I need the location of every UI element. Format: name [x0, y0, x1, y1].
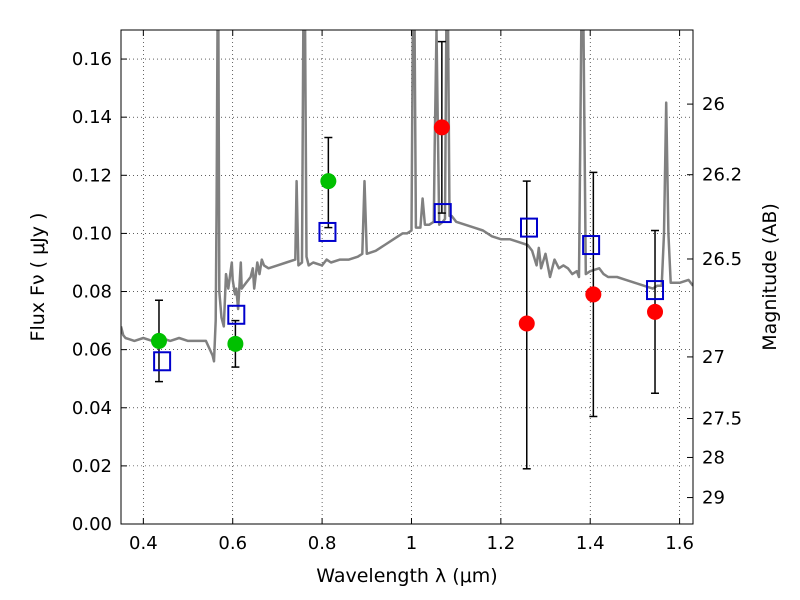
model-square — [227, 304, 246, 325]
y-tick-label: 0.08 — [72, 282, 112, 303]
y-tick-label: 0.02 — [72, 456, 112, 477]
y2-tick-label: 27 — [702, 347, 725, 368]
y-tick-label: 0.14 — [72, 107, 112, 128]
y-tick-label: 0.00 — [72, 514, 112, 535]
y-tick-label: 0.16 — [72, 49, 112, 70]
y-tick-label: 0.12 — [72, 165, 112, 186]
spectrum-layer — [121, 30, 693, 363]
x-tick-label: 0.8 — [308, 533, 337, 554]
y-axis-ticks: 0.00 0.02 0.04 0.06 0.08 0.10 0.12 0.14 0.16 — [72, 49, 127, 535]
y-tick-label: 0.04 — [72, 398, 112, 419]
y2-tick-label: 26 — [702, 94, 725, 115]
model-square — [519, 217, 538, 238]
y-tick-label: 0.10 — [72, 223, 112, 244]
data-point — [150, 332, 167, 349]
y2-tick-label: 26.2 — [702, 165, 742, 186]
y2-tick-label: 27.5 — [702, 409, 742, 430]
y2-axis-ticks: 26 26.2 26.5 27 27.5 28 29 — [687, 94, 742, 509]
data-point — [647, 303, 664, 320]
model-square — [433, 203, 452, 224]
y-axis-label: Flux Fν ( μJy ) — [27, 213, 49, 342]
data-point — [227, 335, 244, 352]
model-square — [153, 351, 172, 372]
y-tick-label: 0.06 — [72, 340, 112, 361]
y2-tick-label: 26.5 — [702, 249, 742, 270]
x-axis-ticks: 0.4 0.6 0.8 1 1.2 1.4 1.6 — [129, 30, 694, 554]
data-point — [320, 173, 337, 190]
y2-tick-label: 28 — [702, 447, 725, 468]
data-point — [433, 119, 450, 136]
model-square — [318, 221, 337, 242]
x-tick-label: 1 — [406, 533, 417, 554]
x-tick-label: 1.4 — [576, 533, 605, 554]
data-point — [518, 315, 535, 332]
model-square — [646, 280, 665, 301]
points-layer — [150, 119, 665, 372]
y2-tick-label: 29 — [702, 488, 725, 509]
x-tick-label: 1.6 — [665, 533, 694, 554]
x-tick-label: 0.6 — [218, 533, 247, 554]
x-tick-label: 1.2 — [487, 533, 516, 554]
data-point — [585, 286, 602, 303]
model-square — [582, 235, 601, 256]
plot-frame — [120, 29, 694, 525]
x-tick-label: 0.4 — [129, 533, 158, 554]
x-axis-label: Wavelength λ (μm) — [316, 565, 497, 587]
spectrum-line — [121, 30, 693, 363]
y2-axis-label: Magnitude (AB) — [759, 203, 781, 351]
